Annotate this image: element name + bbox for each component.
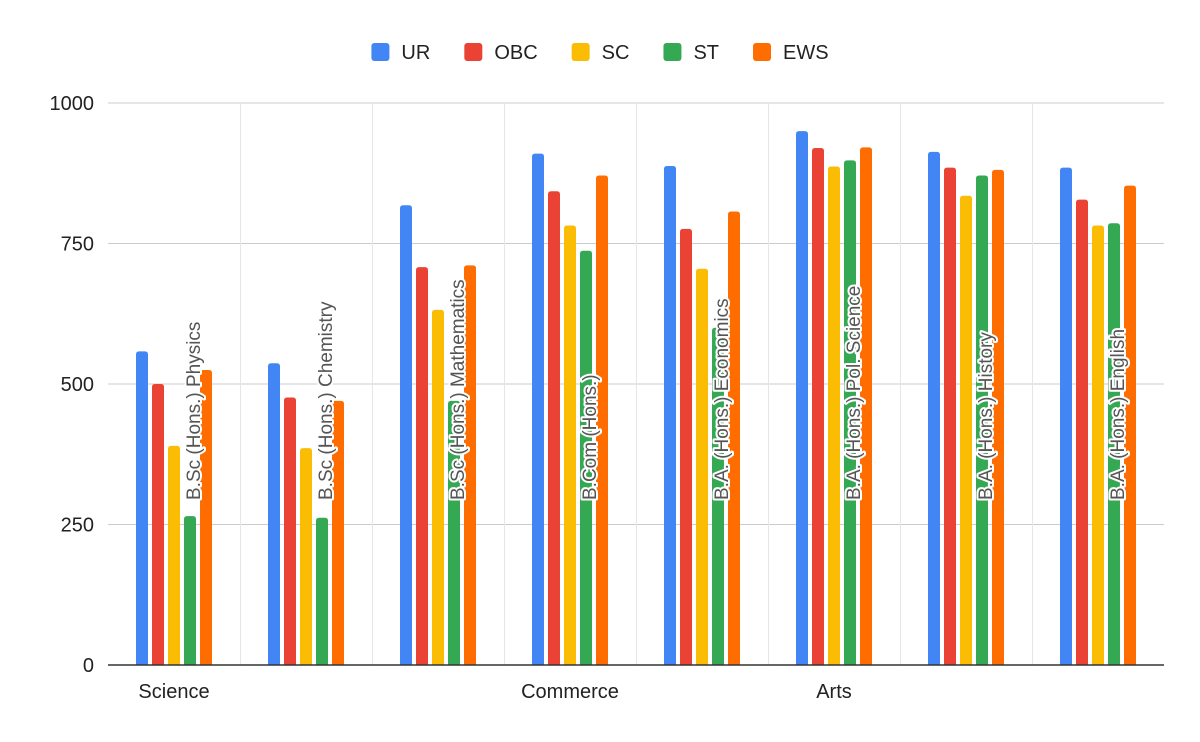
bar-sc[interactable] — [1092, 225, 1104, 666]
bar-obc[interactable] — [152, 384, 164, 665]
legend-swatch-st[interactable] — [663, 43, 682, 61]
bars — [136, 131, 1136, 666]
x-category-label: Science — [138, 681, 209, 703]
y-axis-ticks: 0 250 500 750 1000 — [50, 93, 95, 677]
course-label: B.Sc (Hons.) Physics — [184, 322, 205, 500]
y-tick-label: 250 — [61, 515, 94, 537]
bar-sc[interactable] — [564, 225, 576, 666]
legend-swatch-ur[interactable] — [371, 43, 390, 61]
course-label: B.Sc (Hons.) Chemistry — [316, 301, 337, 500]
legend[interactable]: UR OBC SC ST EWS — [371, 42, 829, 64]
bar-sc[interactable] — [960, 195, 972, 666]
legend-label-st[interactable]: ST — [693, 42, 719, 64]
bar-sc[interactable] — [432, 309, 444, 665]
bar-ur[interactable] — [664, 165, 676, 665]
bar-ews[interactable] — [464, 265, 476, 665]
legend-swatch-sc[interactable] — [571, 43, 590, 61]
legend-label-sc[interactable]: SC — [602, 42, 630, 64]
x-category-label: Arts — [816, 681, 852, 703]
bar-obc[interactable] — [1076, 199, 1088, 665]
bar-ews[interactable] — [992, 169, 1004, 666]
bar-ur[interactable] — [796, 131, 808, 666]
x-axis-category-labels: Science Commerce Arts — [138, 681, 851, 703]
bar-ews[interactable] — [596, 175, 608, 666]
course-label: B.A. (Hons.) Pol. Science — [844, 286, 865, 500]
bar-ews[interactable] — [1124, 185, 1136, 665]
bar-ews[interactable] — [728, 211, 740, 665]
legend-swatch-ews[interactable] — [753, 43, 772, 61]
bar-ews[interactable] — [332, 400, 344, 665]
x-category-label: Commerce — [521, 681, 619, 703]
bar-st[interactable] — [184, 516, 196, 665]
y-tick-label: 500 — [61, 374, 94, 396]
bar-sc[interactable] — [828, 166, 840, 666]
bar-st[interactable] — [712, 327, 724, 665]
bar-st[interactable] — [976, 175, 988, 666]
bar-sc[interactable] — [696, 268, 708, 665]
bar-st[interactable] — [1108, 223, 1120, 665]
legend-label-ews[interactable]: EWS — [783, 42, 829, 64]
bar-st[interactable] — [580, 250, 592, 665]
gridlines — [108, 102, 1164, 665]
bar-obc[interactable] — [812, 147, 824, 665]
bar-obc[interactable] — [548, 191, 560, 665]
course-label: B.Sc (Hons.) Mathematics — [448, 279, 469, 500]
y-tick-label: 0 — [83, 655, 94, 677]
bar-ews[interactable] — [860, 147, 872, 665]
course-label: B.A. (Hons.) History — [976, 332, 997, 500]
course-labels: B.Sc (Hons.) Physics B.Sc (Hons.) Chemist… — [182, 277, 1131, 502]
bar-ur[interactable] — [532, 153, 544, 665]
legend-label-obc[interactable]: OBC — [494, 42, 537, 64]
bar-ur[interactable] — [268, 363, 280, 665]
bar-ur[interactable] — [928, 151, 940, 666]
bar-obc[interactable] — [680, 228, 692, 665]
bar-ews[interactable] — [200, 369, 212, 665]
course-label: B.A. (Hons.) Economics — [712, 298, 733, 500]
bar-ur[interactable] — [400, 205, 412, 665]
bar-sc[interactable] — [168, 445, 180, 665]
bar-st[interactable] — [316, 517, 328, 665]
y-tick-label: 750 — [61, 234, 94, 256]
bar-st[interactable] — [844, 160, 856, 665]
bar-ur[interactable] — [1060, 167, 1072, 665]
bar-obc[interactable] — [944, 167, 956, 665]
y-tick-label: 1000 — [50, 93, 95, 115]
legend-swatch-obc[interactable] — [464, 43, 483, 61]
course-label: B.A. (Hons.) English — [1108, 329, 1129, 500]
bar-ur[interactable] — [136, 351, 148, 665]
bar-sc[interactable] — [300, 448, 312, 665]
bar-obc[interactable] — [416, 267, 428, 665]
bar-obc[interactable] — [284, 397, 296, 665]
bar-st[interactable] — [448, 400, 460, 665]
legend-label-ur[interactable]: UR — [401, 42, 430, 64]
course-label: B.Com (Hons.) — [580, 374, 601, 500]
